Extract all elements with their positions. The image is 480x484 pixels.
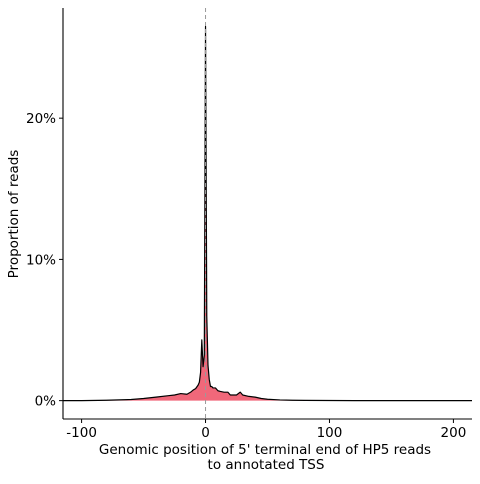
plot-area [63,8,472,419]
x-axis-title-line-1: Genomic position of 5' terminal end of H… [99,442,431,458]
x-tick-label: -100 [66,425,97,441]
axes: -100 0 100 200 0% 10% 20% [26,8,472,441]
x-tick-label: 100 [317,425,343,441]
x-axis-title-line-2: to annotated TSS [208,457,325,473]
density-line [63,25,472,402]
density-area-fill [63,26,472,401]
y-axis-title: Proportion of reads [6,150,22,279]
x-tick-label: 200 [441,425,467,441]
y-tick-label: 0% [35,394,57,410]
y-tick-label: 10% [26,252,56,268]
x-tick-label: 0 [201,425,210,441]
axis-labels: Genomic position of 5' terminal end of H… [6,150,431,473]
y-tick-label: 20% [26,111,56,127]
